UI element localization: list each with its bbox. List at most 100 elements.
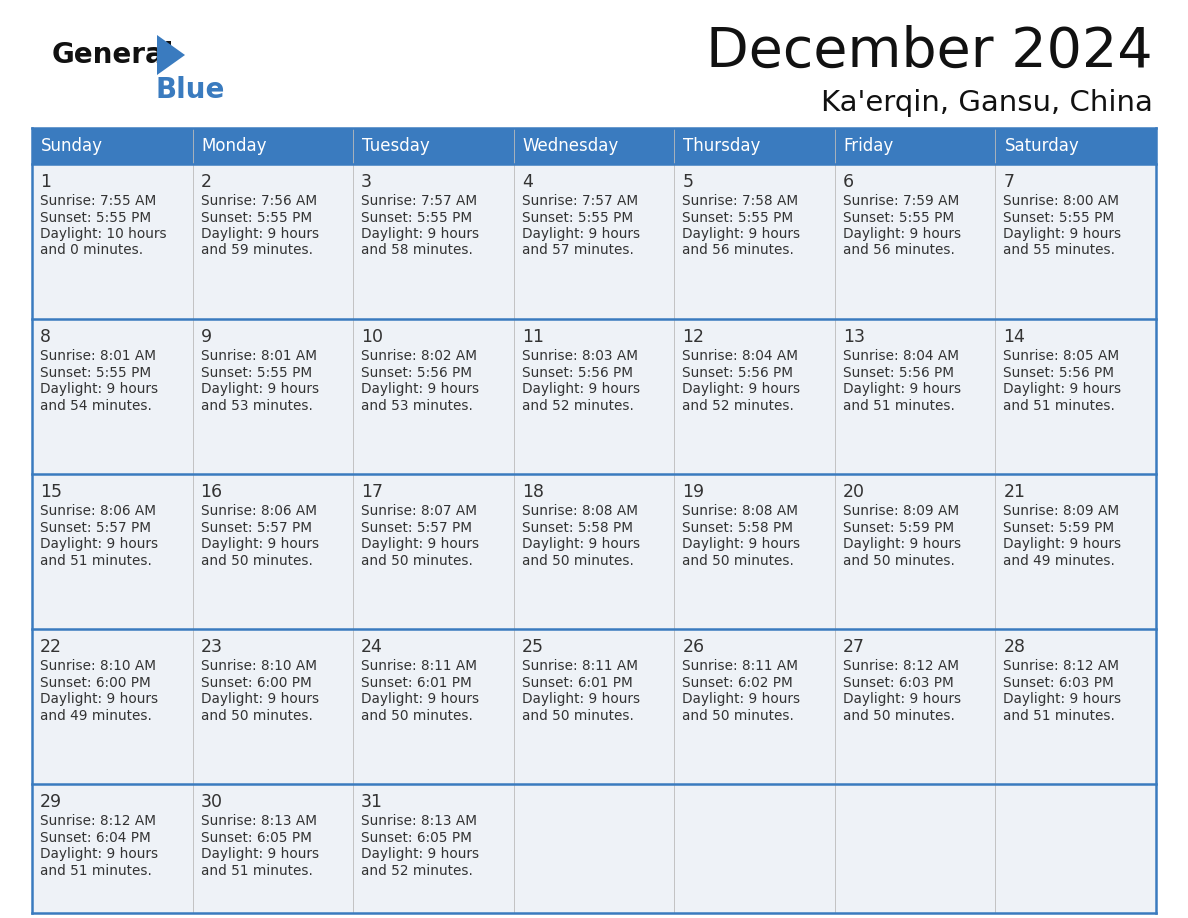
Bar [353, 164, 513, 319]
Text: Sunrise: 7:57 AM: Sunrise: 7:57 AM [522, 194, 638, 208]
Text: Daylight: 9 hours: Daylight: 9 hours [361, 847, 479, 861]
Text: Sunset: 6:04 PM: Sunset: 6:04 PM [40, 831, 151, 845]
Text: Sunrise: 8:03 AM: Sunrise: 8:03 AM [522, 349, 638, 364]
Text: Daylight: 9 hours: Daylight: 9 hours [40, 537, 158, 551]
Text: Sunset: 6:01 PM: Sunset: 6:01 PM [522, 676, 632, 689]
Text: 29: 29 [40, 793, 62, 812]
Text: Sunrise: 8:08 AM: Sunrise: 8:08 AM [682, 504, 798, 518]
Bar [996, 319, 1156, 474]
Text: Monday: Monday [202, 137, 267, 155]
Bar [675, 474, 835, 629]
Text: 5: 5 [682, 173, 694, 191]
Text: Sunrise: 8:01 AM: Sunrise: 8:01 AM [201, 349, 316, 364]
Text: Sunset: 5:57 PM: Sunset: 5:57 PM [40, 521, 151, 534]
Bar [192, 319, 353, 474]
Text: Sunrise: 8:09 AM: Sunrise: 8:09 AM [842, 504, 959, 518]
Text: Daylight: 9 hours: Daylight: 9 hours [682, 382, 801, 396]
Text: Saturday: Saturday [1004, 137, 1079, 155]
Text: Sunrise: 7:59 AM: Sunrise: 7:59 AM [842, 194, 959, 208]
Bar [675, 128, 835, 164]
Bar [835, 629, 996, 784]
Text: Daylight: 9 hours: Daylight: 9 hours [1004, 382, 1121, 396]
Text: Sunrise: 8:13 AM: Sunrise: 8:13 AM [361, 814, 478, 828]
Text: 7: 7 [1004, 173, 1015, 191]
Text: and 51 minutes.: and 51 minutes. [40, 864, 152, 878]
Text: 4: 4 [522, 173, 532, 191]
Bar [192, 784, 353, 913]
Bar [996, 784, 1156, 913]
Text: and 59 minutes.: and 59 minutes. [201, 243, 312, 258]
Text: and 57 minutes.: and 57 minutes. [522, 243, 633, 258]
Text: Daylight: 9 hours: Daylight: 9 hours [842, 537, 961, 551]
Text: Sunset: 5:56 PM: Sunset: 5:56 PM [842, 365, 954, 379]
Bar [353, 128, 513, 164]
Text: 22: 22 [40, 638, 62, 656]
Text: Sunset: 5:56 PM: Sunset: 5:56 PM [522, 365, 633, 379]
Bar [32, 128, 192, 164]
Text: Daylight: 9 hours: Daylight: 9 hours [201, 537, 318, 551]
Text: Sunset: 6:05 PM: Sunset: 6:05 PM [361, 831, 472, 845]
Text: 3: 3 [361, 173, 372, 191]
Text: Sunrise: 7:56 AM: Sunrise: 7:56 AM [201, 194, 317, 208]
Text: Daylight: 9 hours: Daylight: 9 hours [682, 227, 801, 241]
Bar [32, 784, 192, 913]
Text: Blue: Blue [154, 76, 225, 104]
Text: 21: 21 [1004, 483, 1025, 501]
Text: Daylight: 9 hours: Daylight: 9 hours [842, 382, 961, 396]
Text: Sunrise: 8:00 AM: Sunrise: 8:00 AM [1004, 194, 1119, 208]
Text: 13: 13 [842, 328, 865, 346]
Text: Sunset: 5:55 PM: Sunset: 5:55 PM [40, 365, 151, 379]
Text: Sunrise: 7:58 AM: Sunrise: 7:58 AM [682, 194, 798, 208]
Text: Daylight: 9 hours: Daylight: 9 hours [361, 692, 479, 706]
Text: 16: 16 [201, 483, 222, 501]
Text: Sunrise: 8:13 AM: Sunrise: 8:13 AM [201, 814, 316, 828]
Text: Sunrise: 8:06 AM: Sunrise: 8:06 AM [201, 504, 316, 518]
Text: Sunrise: 8:10 AM: Sunrise: 8:10 AM [40, 659, 156, 673]
Text: Daylight: 10 hours: Daylight: 10 hours [40, 227, 166, 241]
Bar [353, 629, 513, 784]
Text: General: General [52, 41, 175, 69]
Text: Sunday: Sunday [42, 137, 103, 155]
Text: 14: 14 [1004, 328, 1025, 346]
Text: Sunset: 6:05 PM: Sunset: 6:05 PM [201, 831, 311, 845]
Text: Sunset: 5:55 PM: Sunset: 5:55 PM [1004, 210, 1114, 225]
Bar [835, 474, 996, 629]
Text: 27: 27 [842, 638, 865, 656]
Text: Daylight: 9 hours: Daylight: 9 hours [40, 692, 158, 706]
Bar [192, 474, 353, 629]
Text: 6: 6 [842, 173, 854, 191]
Bar [835, 784, 996, 913]
Text: Daylight: 9 hours: Daylight: 9 hours [40, 382, 158, 396]
Text: Sunrise: 8:04 AM: Sunrise: 8:04 AM [842, 349, 959, 364]
Text: Daylight: 9 hours: Daylight: 9 hours [201, 382, 318, 396]
Text: and 53 minutes.: and 53 minutes. [201, 398, 312, 412]
Text: and 51 minutes.: and 51 minutes. [40, 554, 152, 567]
Text: Sunset: 5:55 PM: Sunset: 5:55 PM [201, 365, 311, 379]
Text: 24: 24 [361, 638, 383, 656]
Text: 15: 15 [40, 483, 62, 501]
Text: Sunset: 5:57 PM: Sunset: 5:57 PM [361, 521, 472, 534]
Bar [996, 164, 1156, 319]
Text: Daylight: 9 hours: Daylight: 9 hours [201, 847, 318, 861]
Text: Sunrise: 8:10 AM: Sunrise: 8:10 AM [201, 659, 316, 673]
Bar [513, 128, 675, 164]
Text: and 49 minutes.: and 49 minutes. [40, 709, 152, 722]
Bar [192, 128, 353, 164]
Text: and 51 minutes.: and 51 minutes. [1004, 398, 1116, 412]
Text: and 50 minutes.: and 50 minutes. [361, 709, 473, 722]
Text: Sunrise: 7:57 AM: Sunrise: 7:57 AM [361, 194, 478, 208]
Bar [192, 629, 353, 784]
Bar [513, 474, 675, 629]
Text: Sunset: 5:55 PM: Sunset: 5:55 PM [361, 210, 473, 225]
Bar [513, 629, 675, 784]
Text: 18: 18 [522, 483, 544, 501]
Text: Sunrise: 8:11 AM: Sunrise: 8:11 AM [522, 659, 638, 673]
Bar [513, 164, 675, 319]
Text: 8: 8 [40, 328, 51, 346]
Text: Thursday: Thursday [683, 137, 760, 155]
Text: Sunset: 5:55 PM: Sunset: 5:55 PM [842, 210, 954, 225]
Text: and 55 minutes.: and 55 minutes. [1004, 243, 1116, 258]
Text: 17: 17 [361, 483, 384, 501]
Text: Daylight: 9 hours: Daylight: 9 hours [522, 227, 640, 241]
Text: and 50 minutes.: and 50 minutes. [682, 709, 794, 722]
